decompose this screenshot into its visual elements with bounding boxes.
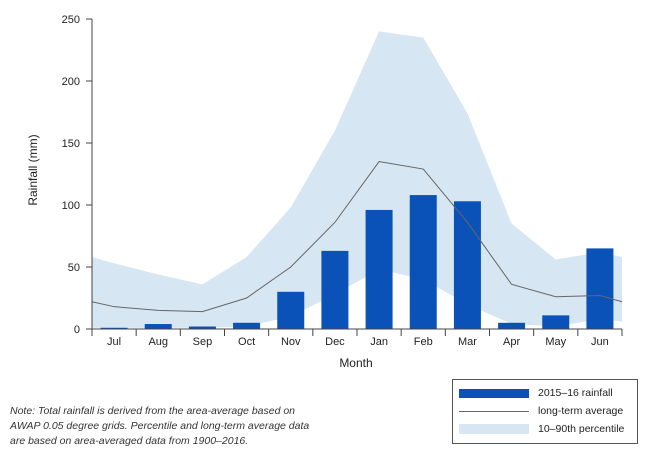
x-tick-label: May [545, 336, 566, 348]
average-line [91, 161, 623, 313]
x-tick-label: Apr [503, 336, 520, 348]
x-tick-label: Oct [238, 336, 255, 348]
axis-layer: 0 50 100 150 200 250 Jul Aug Sep Oct Nov Dec Jan Feb M… [62, 14, 623, 348]
rainfall-bar [586, 248, 614, 329]
x-tick-label: Jul [107, 336, 121, 348]
rainfall-bar [321, 250, 349, 329]
legend-swatch-band [459, 424, 529, 434]
legend-label: 2015–16 rainfall [538, 387, 613, 399]
y-tick-label: 50 [68, 262, 80, 274]
x-tick-label: Feb [414, 336, 433, 348]
rainfall-bar [453, 201, 481, 329]
rainfall-bar [365, 209, 393, 329]
rainfall-bar [144, 324, 172, 329]
x-tick-label: Dec [325, 336, 345, 348]
legend-item-rainfall: 2015–16 rainfall [459, 386, 613, 400]
x-tick-label: Aug [148, 336, 168, 348]
percentile-band [92, 31, 622, 328]
x-tick-label: Jan [370, 336, 388, 348]
rainfall-bar [188, 326, 216, 329]
percentile-band-layer [92, 31, 622, 328]
y-tick-label: 0 [74, 324, 80, 336]
y-tick-label: 100 [62, 200, 80, 212]
x-axis-label: Month [339, 356, 372, 370]
legend-swatch-bar [459, 388, 529, 398]
y-tick-label: 200 [62, 76, 80, 88]
chart-legend: 2015–16 rainfall long-term average 10–90… [452, 379, 638, 444]
rainfall-bar [542, 315, 570, 329]
legend-label: 10–90th percentile [538, 423, 625, 435]
rainfall-bar [233, 322, 261, 329]
average-line-layer [91, 161, 623, 313]
x-tick-label: Jun [591, 336, 609, 348]
rainfall-bar [277, 291, 305, 329]
y-tick-label: 150 [62, 138, 80, 150]
bar-layer [100, 195, 614, 329]
footnote-line: AWAP 0.05 degree grids. Percentile and l… [10, 420, 310, 432]
y-tick-label: 250 [62, 14, 80, 26]
legend-swatch-line [459, 410, 529, 412]
rainfall-bar [409, 195, 437, 329]
footnote-line: Note: Total rainfall is derived from the… [10, 405, 296, 417]
legend-item-percentile: 10–90th percentile [459, 422, 624, 436]
rainfall-bar [100, 327, 128, 329]
x-tick-label: Sep [193, 336, 213, 348]
rainfall-bar [498, 322, 526, 329]
x-tick-label: Nov [281, 336, 301, 348]
y-axis-label: Rainfall (mm) [26, 134, 40, 205]
footnote-line: are based on area-averaged data from 190… [10, 435, 249, 447]
legend-item-average: long-term average [459, 404, 623, 418]
footnote: Note: Total rainfall is derived from the… [10, 404, 355, 449]
x-tick-label: Mar [458, 336, 477, 348]
legend-label: long-term average [538, 405, 624, 417]
